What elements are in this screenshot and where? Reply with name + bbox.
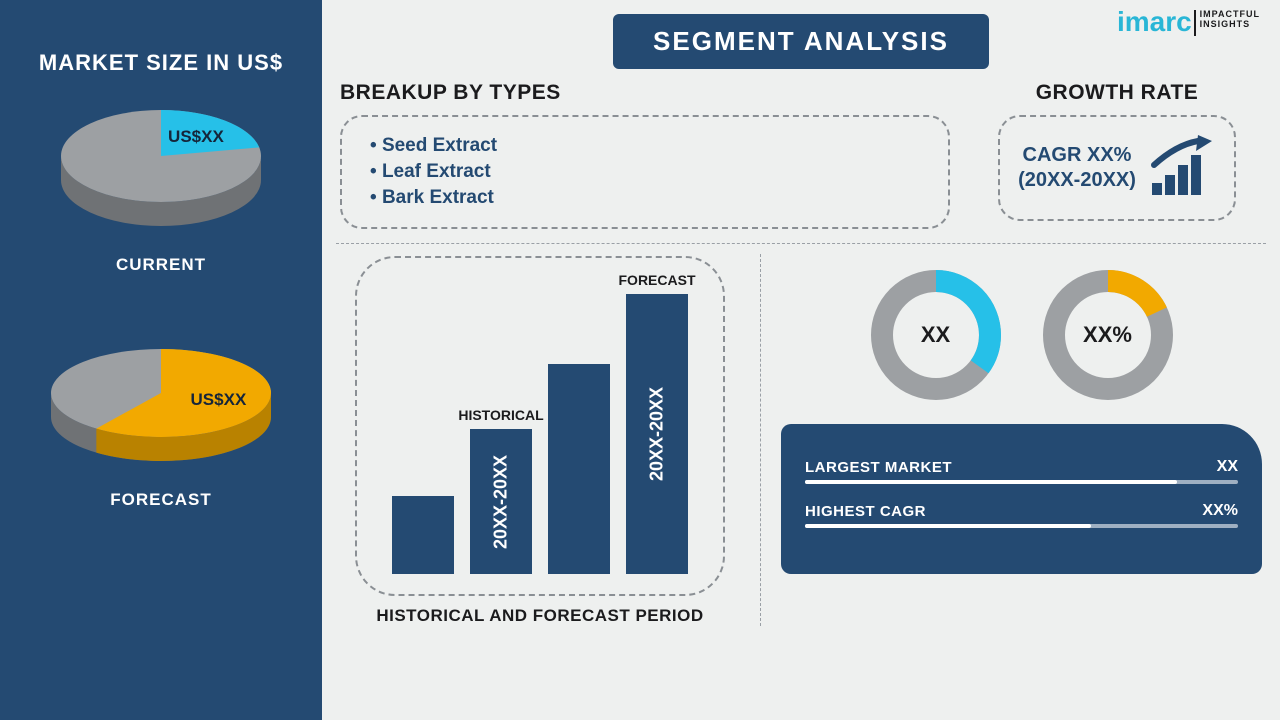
main: imarc IMPACTFUL INSIGHTS SEGMENT ANALYSI…	[322, 0, 1280, 720]
growth-box: CAGR XX% (20XX-20XX)	[998, 115, 1236, 221]
logo: imarc IMPACTFUL INSIGHTS	[1117, 6, 1260, 38]
pie-current-label: US$XX	[168, 127, 224, 147]
logo-sub: IMPACTFUL INSIGHTS	[1200, 10, 1260, 30]
pie-forecast-caption: FORECAST	[110, 490, 212, 510]
types-list: Seed Extract Leaf Extract Bark Extract	[364, 135, 926, 209]
row-top: BREAKUP BY TYPES Seed Extract Leaf Extrac…	[340, 81, 1262, 229]
donut-2: XX%	[1043, 270, 1173, 400]
hist-bar: 20XX-20XXHISTORICAL	[470, 429, 532, 574]
info-row: HIGHEST CAGRXX%	[805, 502, 1238, 520]
page-title: SEGMENT ANALYSIS	[613, 14, 989, 69]
divider-v	[760, 254, 761, 626]
info-row: LARGEST MARKETXX	[805, 458, 1238, 476]
hist-bar: 20XX-20XXFORECAST	[626, 294, 688, 574]
sidebar: MARKET SIZE IN US$ US$XX CURRENT US$XX F…	[0, 0, 322, 720]
donuts: XX XX%	[781, 270, 1262, 400]
types-item: Bark Extract	[370, 187, 926, 209]
types-title: BREAKUP BY TYPES	[340, 81, 950, 105]
growth-title: GROWTH RATE	[1036, 81, 1199, 105]
right-section: XX XX% LARGEST MARKETXX HIGHEST CAGRXX%	[781, 256, 1262, 626]
logo-bar	[1194, 10, 1196, 36]
types-section: BREAKUP BY TYPES Seed Extract Leaf Extrac…	[340, 81, 950, 229]
hist-box: 20XX-20XXHISTORICAL 20XX-20XXFORECAST	[355, 256, 725, 596]
cagr-text: CAGR XX% (20XX-20XX)	[1018, 143, 1136, 193]
divider-h	[336, 243, 1266, 244]
types-box: Seed Extract Leaf Extract Bark Extract	[340, 115, 950, 229]
info-panel: LARGEST MARKETXX HIGHEST CAGRXX%	[781, 424, 1262, 574]
growth-icon	[1146, 135, 1216, 201]
donut-1: XX	[871, 270, 1001, 400]
types-item: Leaf Extract	[370, 161, 926, 183]
pie-current: US$XX	[57, 106, 265, 235]
hist-bar	[548, 364, 610, 574]
growth-section: GROWTH RATE CAGR XX% (20XX-20XX)	[972, 81, 1262, 229]
hist-caption: HISTORICAL AND FORECAST PERIOD	[376, 606, 703, 626]
pie-current-caption: CURRENT	[116, 255, 206, 275]
donut-2-center: XX%	[1043, 270, 1173, 400]
hist-section: 20XX-20XXHISTORICAL 20XX-20XXFORECAST HIS…	[340, 256, 740, 626]
row-bottom: 20XX-20XXHISTORICAL 20XX-20XXFORECAST HIS…	[340, 256, 1262, 626]
pie-current-svg	[57, 106, 265, 230]
donut-1-center: XX	[871, 270, 1001, 400]
pie-forecast-label: US$XX	[191, 390, 247, 410]
hist-bar	[392, 496, 454, 574]
sidebar-title: MARKET SIZE IN US$	[39, 50, 283, 76]
types-item: Seed Extract	[370, 135, 926, 157]
pie-forecast: US$XX	[47, 345, 275, 470]
logo-main: imarc	[1117, 6, 1192, 38]
